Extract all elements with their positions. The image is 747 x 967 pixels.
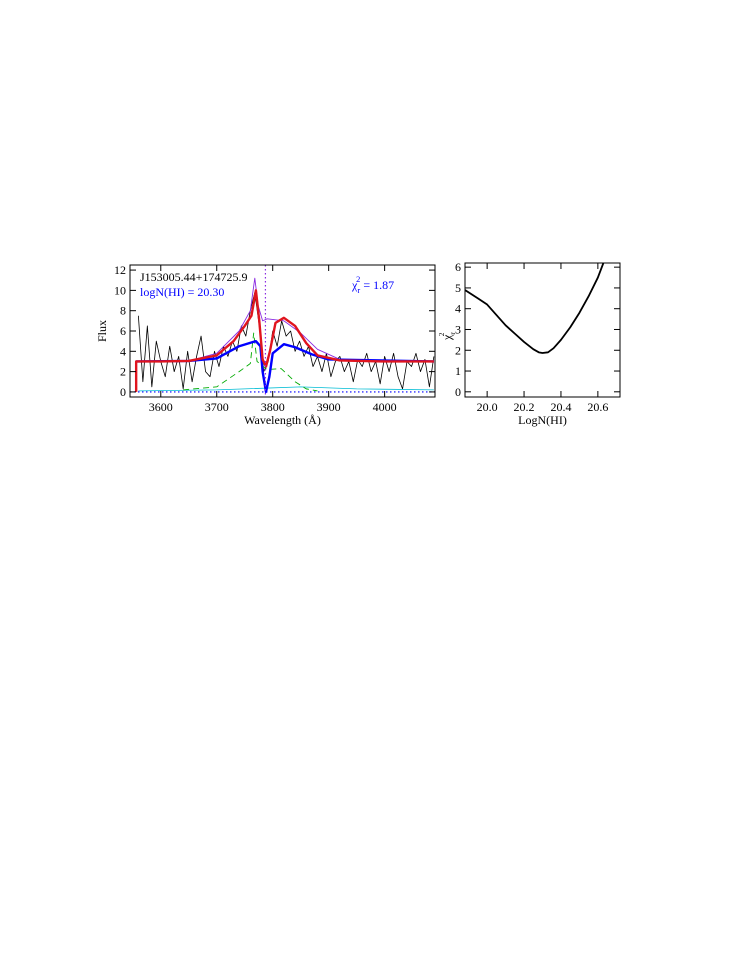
x-axis-label: Wavelength (Å) bbox=[244, 413, 321, 427]
x-tick-label: 20.0 bbox=[477, 400, 498, 414]
y-tick-label: 0 bbox=[455, 385, 461, 399]
series-line bbox=[183, 332, 318, 392]
x-tick-label: 3700 bbox=[205, 400, 229, 414]
chi-label: χr2 bbox=[438, 332, 457, 341]
x-tick-label: 20.6 bbox=[587, 400, 608, 414]
chi-rest: = 1.87 bbox=[360, 278, 394, 292]
annotation: J153005.44+174725.9 bbox=[140, 270, 247, 284]
y-tick-label: 1 bbox=[455, 364, 461, 378]
chi-sub: r bbox=[357, 286, 360, 295]
panel: 3600 3700 3800 3900 4000 0 2 4 6 8 10 12 Wavelength … bbox=[95, 263, 436, 427]
y-tick-label: 3 bbox=[455, 322, 461, 336]
x-tick-label: 20.2 bbox=[514, 400, 535, 414]
y-tick-label: 4 bbox=[120, 344, 126, 358]
y-tick-label: 0 bbox=[120, 385, 126, 399]
chi-sup: 2 bbox=[438, 332, 446, 336]
chi-sub: r bbox=[449, 332, 457, 335]
series-line bbox=[134, 289, 434, 392]
chi-base: χ bbox=[351, 278, 358, 292]
annotation: logN(HI) = 20.30 bbox=[140, 285, 224, 299]
y-axis-label: Flux bbox=[95, 320, 109, 342]
series-line bbox=[136, 277, 434, 362]
series-line bbox=[137, 292, 435, 390]
series-line bbox=[136, 339, 434, 394]
y-tick-label: 6 bbox=[120, 324, 126, 338]
y-tick-label: 2 bbox=[120, 365, 126, 379]
chi-sup: 2 bbox=[356, 275, 360, 284]
y-tick-label: 6 bbox=[455, 260, 461, 274]
series-line bbox=[465, 263, 605, 354]
y-tick-label: 5 bbox=[455, 281, 461, 295]
x-tick-label: 20.4 bbox=[550, 400, 571, 414]
chi-base: χ bbox=[440, 334, 454, 341]
y-tick-label: 12 bbox=[114, 263, 126, 277]
chi-label: χr 2 = 1.87 bbox=[351, 275, 394, 295]
y-tick-label: 4 bbox=[455, 302, 461, 316]
x-tick-label: 4000 bbox=[373, 400, 397, 414]
axes-frame bbox=[464, 262, 621, 398]
x-axis-label: LogN(HI) bbox=[518, 413, 567, 427]
y-tick-label: 10 bbox=[114, 283, 126, 297]
x-tick-label: 3600 bbox=[149, 400, 173, 414]
y-tick-label: 8 bbox=[120, 304, 126, 318]
series-line bbox=[138, 386, 434, 392]
y-tick-label: 2 bbox=[455, 343, 461, 357]
x-tick-label: 3900 bbox=[317, 400, 341, 414]
x-tick-label: 3800 bbox=[261, 400, 285, 414]
